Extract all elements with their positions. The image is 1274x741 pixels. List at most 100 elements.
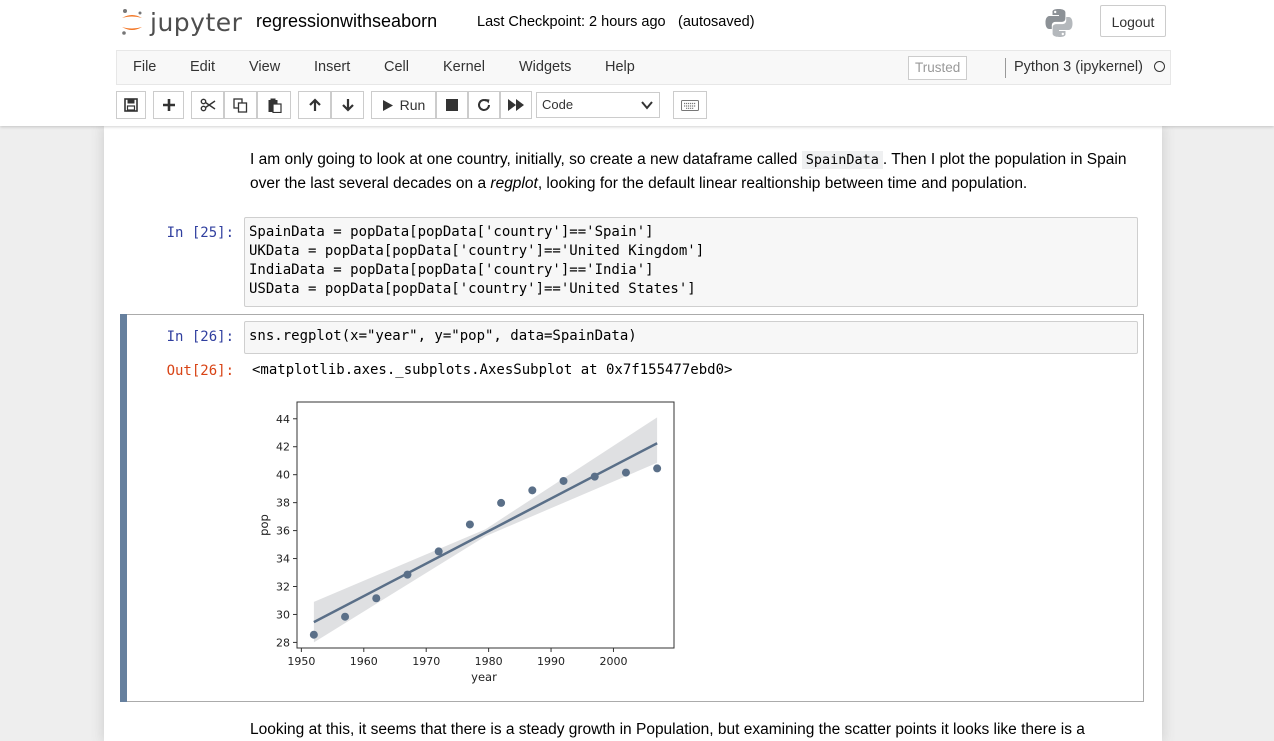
save-button[interactable] xyxy=(116,91,146,119)
scatter-point xyxy=(434,547,443,556)
cell-type-select[interactable]: Code xyxy=(536,92,660,118)
scatter-point xyxy=(372,594,381,603)
y-tick-label: 36 xyxy=(276,525,290,538)
y-axis-label: pop xyxy=(257,514,271,536)
x-axis-ticks: 1950 1960 1970 1980 1990 2000 xyxy=(287,648,627,668)
plus-icon xyxy=(162,99,175,111)
kernel-name[interactable]: Python 3 (ipykernel) xyxy=(1014,59,1143,75)
y-tick-label: 40 xyxy=(276,469,290,482)
chevron-down-icon xyxy=(641,101,653,110)
output-text: <matplotlib.axes._subplots.AxesSubplot a… xyxy=(252,362,733,378)
x-axis-label: year xyxy=(471,670,497,684)
x-tick-label: 1960 xyxy=(350,655,378,668)
play-icon xyxy=(382,99,393,111)
scatter-point xyxy=(653,464,662,473)
scatter-point xyxy=(341,612,350,621)
paste-button[interactable] xyxy=(257,91,291,119)
notebook-header: jupyter regressionwithseaborn Last Check… xyxy=(0,0,1274,126)
scatter-point xyxy=(403,570,412,579)
arrow-up-icon xyxy=(308,98,321,111)
scatter-point xyxy=(590,472,599,481)
code-cell-input[interactable]: SpainData = popData[popData['country']==… xyxy=(244,217,1138,307)
code-cell-selected[interactable] xyxy=(120,314,1144,702)
toolbar: Run Code xyxy=(116,90,1171,120)
selected-cell-indicator xyxy=(120,314,127,702)
move-down-button[interactable] xyxy=(331,91,364,119)
jupyter-logo[interactable]: jupyter xyxy=(120,6,242,38)
menu-help[interactable]: Help xyxy=(605,59,635,75)
arrow-down-icon xyxy=(341,99,354,112)
plot-frame xyxy=(296,401,675,649)
markdown-cell-conclusion[interactable]: Looking at this, it seems that there is … xyxy=(250,721,1085,738)
copy-button[interactable] xyxy=(224,91,257,119)
menu-kernel[interactable]: Kernel xyxy=(443,59,485,75)
y-tick-label: 38 xyxy=(276,497,290,510)
jupyter-logo-icon xyxy=(122,9,142,35)
y-tick-label: 42 xyxy=(276,441,290,454)
menubar: File Edit View Insert Cell Kernel Widget… xyxy=(116,50,1171,85)
insert-cell-button[interactable] xyxy=(153,91,184,119)
cut-icon xyxy=(200,98,215,112)
markdown-text: I am only going to look at one country, … xyxy=(250,151,802,168)
inline-code: SpainData xyxy=(801,151,883,169)
scatter-point xyxy=(465,520,474,529)
interrupt-button[interactable] xyxy=(436,91,468,119)
restart-kernel-button[interactable] xyxy=(468,91,500,119)
menu-insert[interactable]: Insert xyxy=(314,59,351,75)
run-button[interactable]: Run xyxy=(371,91,436,119)
notebook-container: I am only going to look at one country, … xyxy=(104,126,1162,741)
move-up-button[interactable] xyxy=(298,91,331,119)
y-axis-ticks: 28 30 32 34 36 38 40 42 44 xyxy=(276,413,297,649)
regression-line xyxy=(313,442,658,624)
confidence-band xyxy=(313,417,658,643)
kernel-separator xyxy=(1005,58,1006,78)
y-tick-label: 32 xyxy=(276,581,290,594)
python-logo-icon xyxy=(1045,9,1073,37)
save-icon xyxy=(124,98,138,112)
scatter-point xyxy=(528,486,537,495)
code-cell-input[interactable]: sns.regplot(x="year", y="pop", data=Spai… xyxy=(244,321,1138,354)
restart-icon xyxy=(478,99,490,111)
copy-icon xyxy=(233,97,248,113)
scatter-point xyxy=(309,630,318,639)
output-prompt: Out[26]: xyxy=(166,363,234,379)
y-tick-label: 28 xyxy=(276,636,290,649)
run-label: Run xyxy=(399,97,426,113)
markdown-text: , looking for the default linear realtio… xyxy=(537,175,1028,192)
scatter-point xyxy=(559,476,568,485)
restart-run-all-button[interactable] xyxy=(500,91,532,119)
checkpoint-status: Last Checkpoint: 2 hours ago xyxy=(477,14,666,30)
scatter-points xyxy=(309,464,662,639)
x-tick-label: 2000 xyxy=(599,655,627,668)
notebook-name[interactable]: regressionwithseaborn xyxy=(256,11,438,31)
menu-edit[interactable]: Edit xyxy=(190,59,215,75)
y-tick-label: 30 xyxy=(276,608,290,621)
regplot-chart: 1950 1960 1970 1980 1990 2000 28 30 32 34 36 38 40 4… xyxy=(257,401,675,684)
autosave-status: (autosaved) xyxy=(678,14,755,30)
input-prompt: In [25]: xyxy=(166,225,234,241)
y-tick-label: 44 xyxy=(276,413,290,426)
menu-file[interactable]: File xyxy=(133,59,157,75)
trusted-indicator[interactable]: Trusted xyxy=(908,56,968,80)
scatter-point xyxy=(621,468,630,477)
x-tick-label: 1970 xyxy=(412,655,440,668)
menu-cell[interactable]: Cell xyxy=(384,59,409,75)
logout-button[interactable]: Logout xyxy=(1100,5,1166,37)
stop-icon xyxy=(446,99,458,111)
emphasis-text: regplot xyxy=(490,175,538,192)
menu-view[interactable]: View xyxy=(249,59,281,75)
x-tick-label: 1950 xyxy=(287,655,315,668)
x-tick-label: 1990 xyxy=(537,655,565,668)
cut-button[interactable] xyxy=(191,91,224,119)
scatter-point xyxy=(497,498,506,507)
keyboard-icon xyxy=(681,99,699,111)
cell-type-value: Code xyxy=(542,97,574,112)
kernel-idle-indicator-icon xyxy=(1154,61,1165,72)
y-tick-label: 34 xyxy=(276,553,290,566)
jupyter-wordmark: jupyter xyxy=(150,7,243,37)
input-prompt: In [26]: xyxy=(166,329,234,345)
x-tick-label: 1980 xyxy=(475,655,503,668)
menu-widgets[interactable]: Widgets xyxy=(519,59,572,75)
markdown-cell-intro[interactable]: I am only going to look at one country, … xyxy=(250,148,1130,195)
command-palette-button[interactable] xyxy=(673,91,707,119)
